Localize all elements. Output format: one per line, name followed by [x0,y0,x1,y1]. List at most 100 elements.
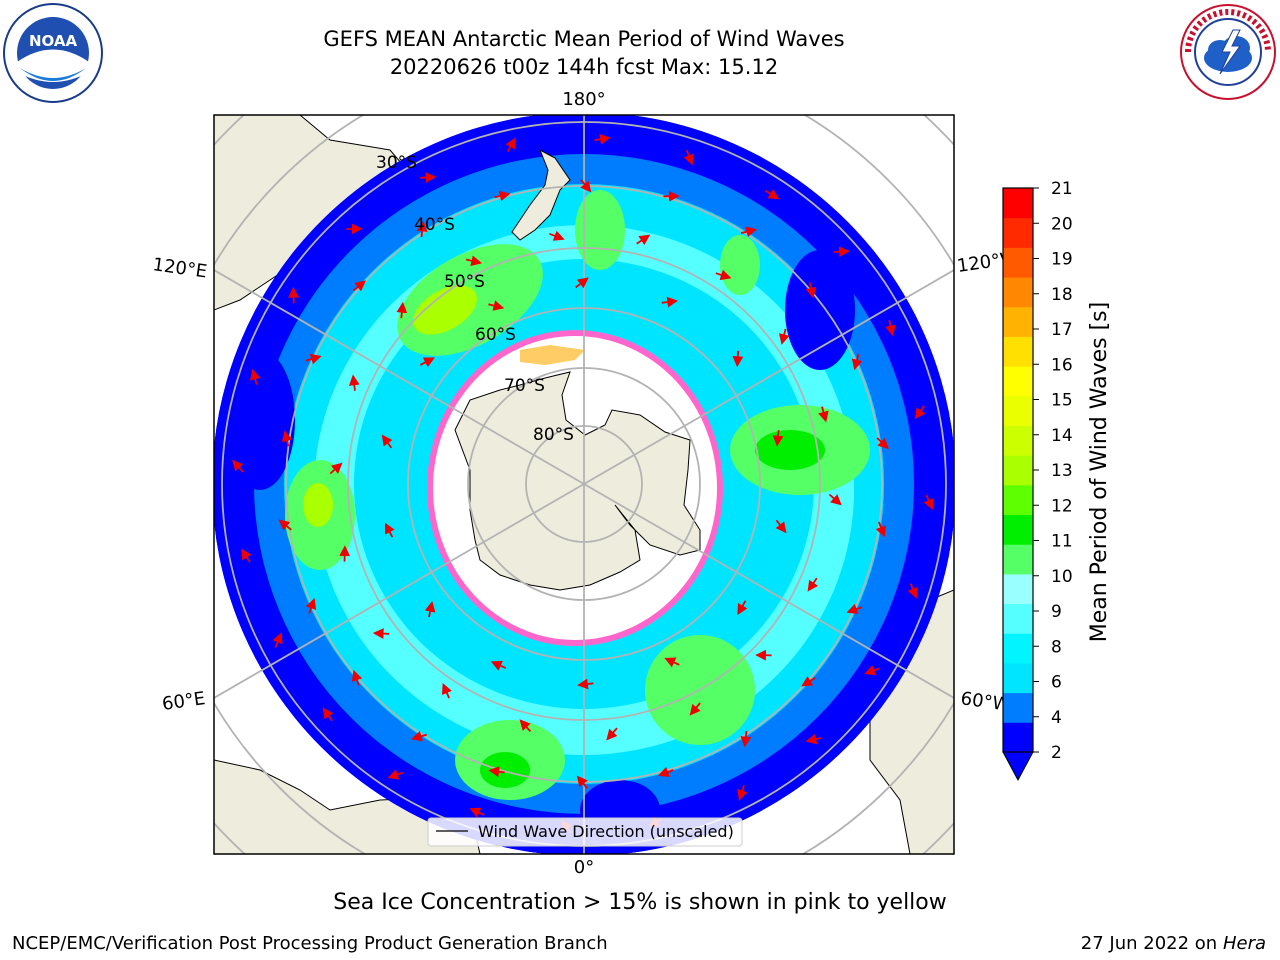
wind-wave-arrow [661,296,679,308]
wind-wave-arrow [232,459,244,473]
colorbar-band [1003,188,1033,219]
wind-wave-arrow [549,230,565,241]
lat-label-80: 80°S [533,425,574,445]
colorbar-band [1003,484,1033,516]
wind-wave-arrow [416,220,428,237]
wind-wave-arrow [851,354,863,371]
map-panel: 30°S 40°S 50°S 60°S 70°S 80°S Wind Wave … [214,115,954,854]
wind-wave-arrow [488,766,505,778]
wind-wave-arrow [469,807,485,818]
colorbar-band [1003,722,1033,753]
wind-wave-arrow [241,548,252,563]
wind-wave-arrow [772,430,784,447]
wind-wave-arrow [732,350,744,368]
wind-wave-arrow [805,733,822,745]
wind-wave-arrow [689,702,701,716]
colorbar: 2 4 6 8 9 10 11 12 13 14 15 16 17 18 19 20 21 Mean Perio… [1002,179,1112,782]
wind-wave-arrow [281,430,293,447]
colorbar-band [1003,455,1033,486]
wind-wave-arrow [740,730,752,748]
wind-wave-arrow [576,775,588,789]
wind-wave-arrow [594,133,611,145]
colorbar-band [1003,217,1033,248]
lon-label-120e: 120°E [151,254,208,282]
wind-wave-arrow [505,137,516,153]
colorbar-tick-label: 19 [1051,250,1073,270]
wind-wave-arrow [778,328,790,345]
colorbar-label: Mean Period of Wind Waves [s] [1087,302,1112,642]
colorbar-band [1003,662,1033,694]
colorbar-band [1003,306,1033,337]
wind-wave-arrow [519,719,532,733]
lat-label-30: 30°S [376,153,417,173]
colorbar-band [1003,366,1033,397]
colorbar-tick-label: 10 [1051,567,1073,587]
wind-wave-arrow [351,669,363,686]
colorbar-tick-label: 21 [1051,179,1073,199]
wind-wave-arrow [907,583,918,599]
wind-wave-arrow [305,353,322,365]
wind-wave-arrow [384,522,395,538]
field-patch [480,752,530,788]
colorbar-tick-label: 11 [1051,532,1073,552]
colorbar-tick-label: 6 [1051,673,1062,693]
lon-label-180: 180° [562,89,605,110]
wind-wave-arrow [322,707,334,722]
wind-wave-arrow [381,434,393,449]
wind-wave-arrow [387,769,404,780]
lat-label-50: 50°S [444,272,485,292]
sea-ice-note: Sea Ice Concentration > 15% is shown in … [333,890,947,915]
wind-wave-arrow [411,731,428,742]
colorbar-band [1003,573,1033,605]
lat-label-40: 40°S [414,215,455,235]
wind-wave-arrow [923,494,934,511]
colorbar-tick-label: 4 [1051,708,1062,728]
colorbar-band [1003,395,1033,426]
wind-wave-arrow [424,601,436,618]
wind-wave-arrow [580,179,592,193]
colorbar-band [1003,277,1033,308]
wind-wave-arrow [828,493,842,506]
map-frame [213,114,955,855]
colorbar-band [1003,692,1033,723]
lat-label-60: 60°S [475,325,516,345]
wind-wave-arrow [864,665,880,676]
wind-wave-arrow [419,357,435,368]
colorbar-tick-label: 9 [1051,602,1062,622]
colorbar-tick-label: 15 [1051,391,1073,411]
wind-wave-arrow [465,255,483,267]
footer-host: Hera [1222,933,1266,954]
nws-logo [1180,4,1276,100]
field-patch [755,430,825,470]
colorbar-tick-label: 20 [1051,214,1073,234]
colorbar-tick-label: 8 [1051,637,1062,657]
wind-wave-arrow [272,632,283,648]
wind-wave-arrow [490,660,507,671]
lon-label-60e: 60°E [161,688,207,715]
wind-wave-arrow [737,600,748,616]
wind-wave-arrow [885,320,896,337]
wind-wave-arrow [575,277,589,289]
noaa-logo: NOAA [3,3,103,103]
field-patch [413,285,477,335]
field-patch [720,235,760,295]
wind-wave-arrow [664,657,680,668]
wind-wave-arrow [352,280,366,292]
colorbar-extend-min [1002,751,1034,782]
lat-label-70: 70°S [504,376,545,396]
colorbar-tick-label: 17 [1051,320,1073,340]
wind-wave-arrow [775,519,787,534]
wind-wave-arrow [577,678,594,690]
colorbar-band [1003,425,1033,456]
legend: Wind Wave Direction (unscaled) [427,817,743,847]
wind-wave-arrow [250,368,261,385]
wind-wave-arrow [807,577,819,592]
wind-wave-arrow [657,766,674,778]
wind-wave-arrow [348,374,360,391]
wind-wave-arrow [305,597,317,614]
legend-label: Wind Wave Direction (unscaled) [478,822,734,841]
colorbar-tick-label: 18 [1051,285,1073,305]
wind-wave-arrow [606,727,618,741]
field-patch [575,190,625,270]
